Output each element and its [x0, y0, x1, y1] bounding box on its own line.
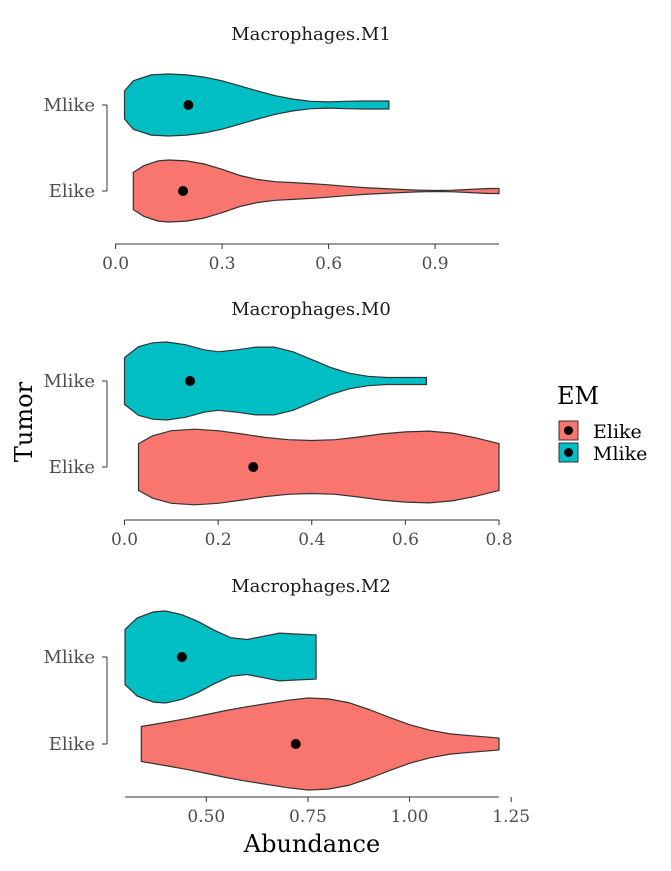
violin-elike [140, 697, 500, 791]
x-tick-label: 0.9 [422, 254, 449, 274]
legend-label-mlike: Mlike [593, 443, 647, 465]
y-tick-label: Mlike [43, 647, 95, 668]
mean-point-mlike [183, 100, 194, 110]
violin-mlike [124, 610, 317, 704]
mean-point-elike [290, 739, 301, 749]
x-tick-label: 0.4 [298, 530, 325, 550]
x-tick-label: 0.2 [205, 530, 232, 550]
panel-title: Macrophages.M0 [231, 299, 391, 320]
x-tick-label: 0.6 [315, 254, 342, 274]
violin-elike [132, 159, 500, 223]
violin-mlike [123, 341, 427, 421]
x-tick-label: 1.25 [492, 807, 530, 827]
x-tick-label: 0.50 [187, 807, 225, 827]
mean-point-elike [248, 462, 259, 472]
x-tick-label: 0.6 [392, 530, 419, 550]
legend-key-point-mlike [564, 448, 573, 457]
x-axis-title: Abundance [243, 830, 380, 858]
y-tick-label: Elike [49, 457, 95, 478]
x-tick-label: 0.3 [209, 254, 236, 274]
y-tick-label: Elike [49, 181, 95, 202]
y-tick-label: Mlike [43, 371, 95, 392]
x-tick-label: 0.75 [289, 807, 327, 827]
legend-label-elike: Elike [593, 421, 642, 443]
violin-elike [137, 428, 500, 506]
mean-point-elike [178, 186, 189, 196]
violin-mlike [123, 73, 390, 137]
x-tick-label: 0.8 [485, 530, 512, 550]
x-tick-label: 1.00 [391, 807, 429, 827]
panel-title: Macrophages.M1 [231, 24, 391, 45]
y-tick-label: Mlike [43, 95, 95, 116]
y-tick-label: Elike [49, 734, 95, 755]
mean-point-mlike [185, 376, 196, 386]
x-tick-label: 0.0 [111, 530, 138, 550]
mean-point-mlike [176, 652, 187, 662]
x-tick-label: 0.0 [102, 254, 129, 274]
panel-title: Macrophages.M2 [231, 576, 391, 597]
legend-key-point-elike [564, 426, 573, 435]
y-axis-title: Tumor [10, 381, 38, 462]
legend-title: EM [557, 382, 599, 410]
